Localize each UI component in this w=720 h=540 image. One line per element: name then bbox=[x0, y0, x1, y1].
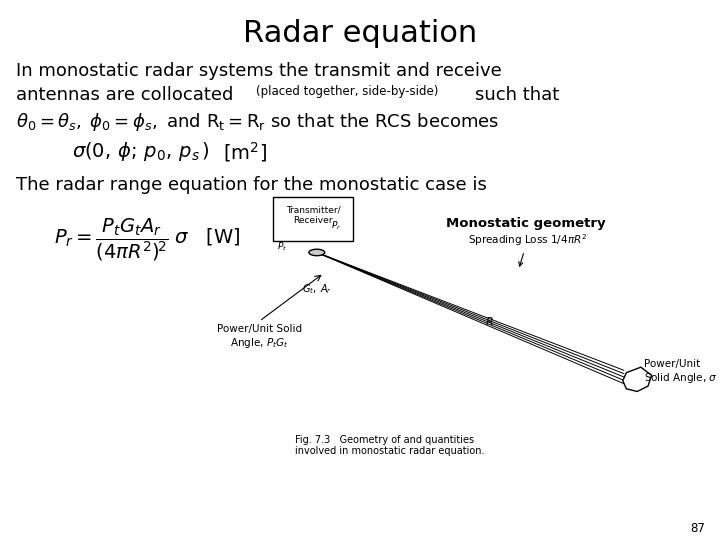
Text: $\sigma(0,\,\phi;\,p_0,\,p_s\,)$: $\sigma(0,\,\phi;\,p_0,\,p_s\,)$ bbox=[72, 140, 210, 164]
FancyBboxPatch shape bbox=[274, 197, 353, 241]
Ellipse shape bbox=[309, 249, 325, 255]
Text: $P_r = \dfrac{P_t G_t A_r}{\left(4\pi R^2\right)^{\!2}}\;\sigma\quad \left[\math: $P_r = \dfrac{P_t G_t A_r}{\left(4\pi R^… bbox=[54, 216, 240, 263]
Text: 87: 87 bbox=[690, 522, 706, 535]
Text: $P_r$: $P_r$ bbox=[331, 219, 341, 232]
Text: R: R bbox=[486, 317, 493, 327]
Text: Power/Unit
Solid Angle, $\sigma$: Power/Unit Solid Angle, $\sigma$ bbox=[644, 359, 718, 385]
Polygon shape bbox=[623, 367, 652, 392]
Text: $\left[\mathrm{m}^2\right]$: $\left[\mathrm{m}^2\right]$ bbox=[223, 140, 267, 164]
Text: The radar range equation for the monostatic case is: The radar range equation for the monosta… bbox=[16, 176, 487, 193]
Text: $P_t$: $P_t$ bbox=[277, 241, 287, 253]
Text: In monostatic radar systems the transmit and receive: In monostatic radar systems the transmit… bbox=[16, 62, 502, 80]
Text: Spreading Loss $1/4\pi R^2$: Spreading Loss $1/4\pi R^2$ bbox=[468, 232, 587, 266]
Text: $G_t,\;A_r$: $G_t,\;A_r$ bbox=[302, 282, 333, 296]
Text: (placed together, side-by-side): (placed together, side-by-side) bbox=[256, 85, 438, 98]
Text: Monostatic geometry: Monostatic geometry bbox=[446, 217, 606, 230]
Text: Transmitter/
Receiver: Transmitter/ Receiver bbox=[286, 206, 341, 225]
Text: such that: such that bbox=[475, 86, 559, 104]
Text: $\theta_0 = \theta_s,\;\phi_0 = \phi_s,$$\mathrm{\ and\ R_t = R_r}$$\mathrm{\ so: $\theta_0 = \theta_s,\;\phi_0 = \phi_s,$… bbox=[16, 111, 499, 133]
Text: Radar equation: Radar equation bbox=[243, 19, 477, 48]
Text: Power/Unit Solid
Angle, $P_tG_t$: Power/Unit Solid Angle, $P_tG_t$ bbox=[217, 324, 302, 350]
Text: antennas are collocated: antennas are collocated bbox=[16, 86, 233, 104]
Text: Fig. 7.3   Geometry of and quantities
involved in monostatic radar equation.: Fig. 7.3 Geometry of and quantities invo… bbox=[295, 435, 485, 456]
